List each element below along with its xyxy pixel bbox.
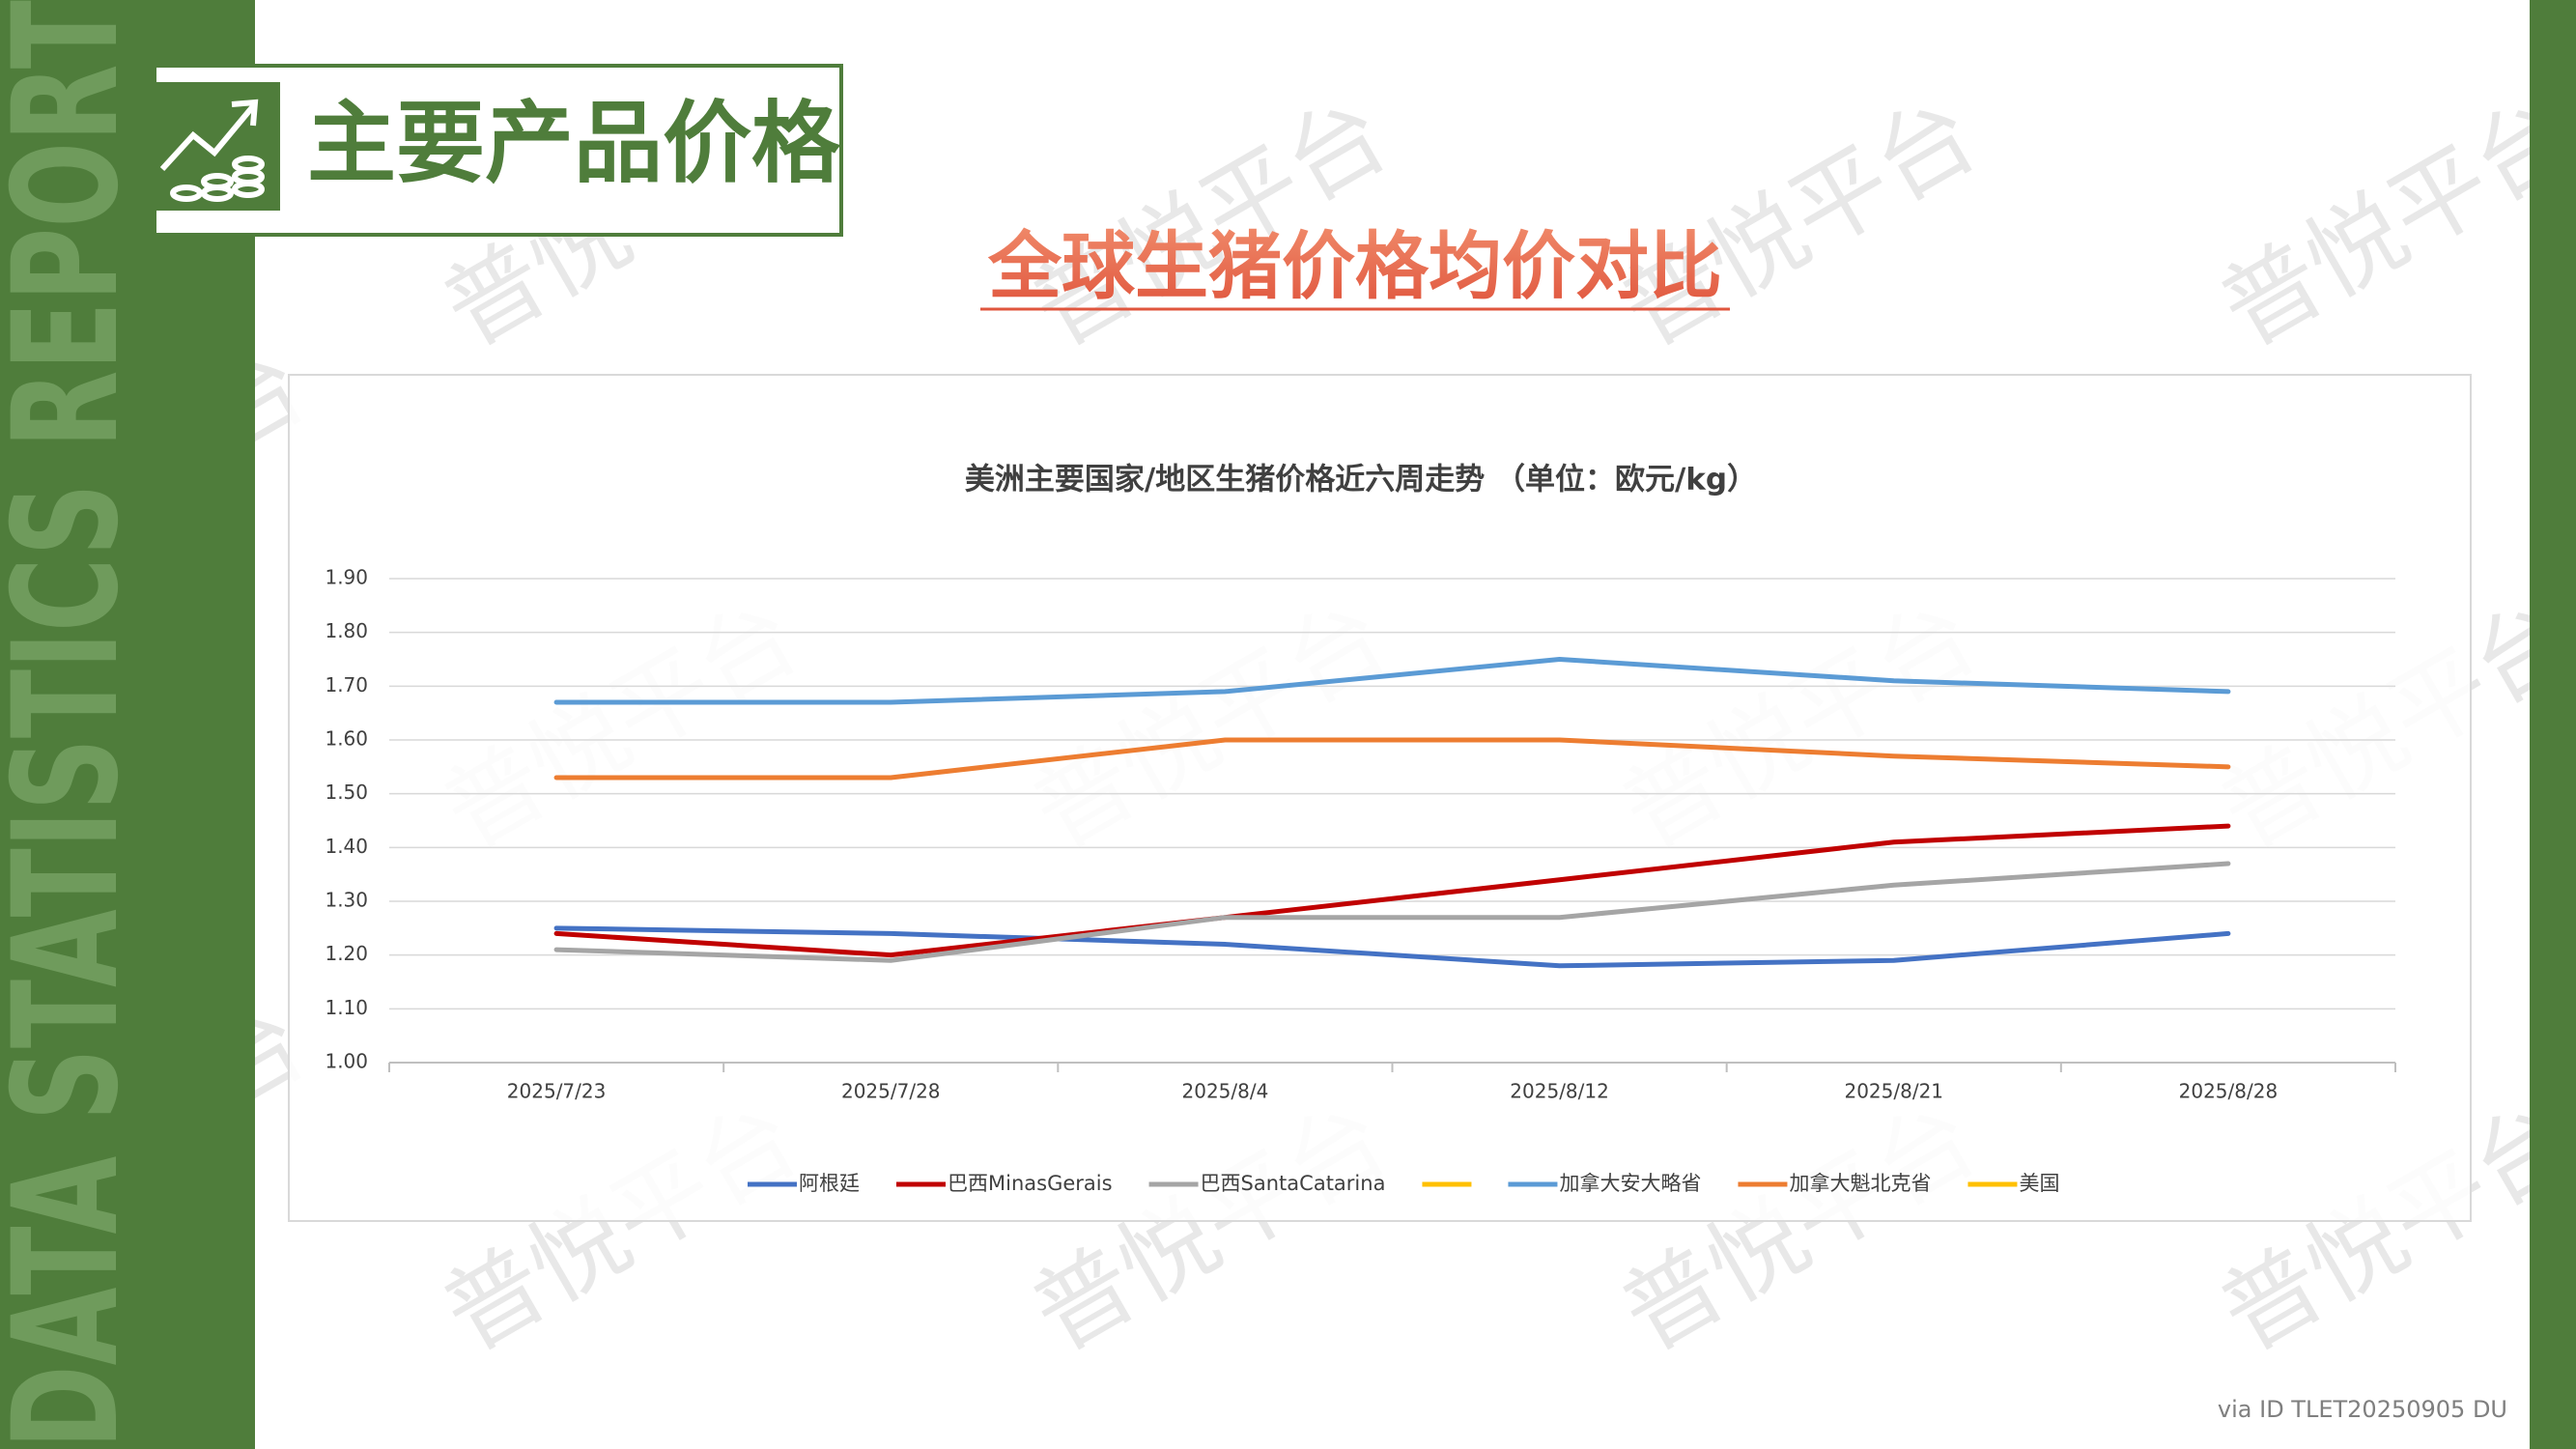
x-tick-label: 2025/8/4 — [1182, 1080, 1269, 1103]
x-tick-label: 2025/7/23 — [507, 1080, 607, 1103]
subtitle: 全球生猪价格均价对比 — [987, 223, 1722, 309]
y-tick-label: 1.10 — [325, 996, 368, 1019]
series-line — [553, 657, 2231, 705]
side-band — [0, 0, 255, 1449]
legend-label: 美国 — [2019, 1172, 2059, 1195]
y-tick-label: 1.50 — [325, 781, 368, 804]
legend-label: 加拿大魁北克省 — [1789, 1172, 1931, 1195]
y-tick-label: 1.70 — [325, 673, 368, 696]
y-tick-label: 1.40 — [325, 835, 368, 858]
plot: 1.00 1.10 1.20 1.30 1.40 1.50 1.60 1.70 1.80 1.90… — [325, 566, 2396, 1195]
chart-title: 美洲主要国家/地区生猪价格近六周走势 （单位：欧元/kg） — [965, 463, 1757, 497]
y-tick-label: 1.90 — [325, 566, 368, 589]
right-band — [2530, 0, 2576, 1449]
y-tick-label: 1.60 — [325, 727, 368, 751]
y-tick-label: 1.80 — [325, 619, 368, 642]
x-tick-label: 2025/7/28 — [841, 1080, 941, 1103]
series-line — [553, 737, 2231, 781]
side-banner: DATA STATISTICS REPORT — [0, 0, 151, 1449]
y-tick-label: 1.30 — [325, 889, 368, 912]
series-line — [553, 861, 2231, 963]
x-tick-label: 2025/8/28 — [2179, 1080, 2279, 1103]
series-line — [553, 823, 2231, 958]
y-tick-label: 1.20 — [325, 942, 368, 965]
legend-label: 加拿大安大略省 — [1559, 1172, 1701, 1195]
legend: 阿根廷 巴西MinasGerais 巴西SantaCatarina 加拿大安大略省 加拿… — [748, 1172, 2059, 1195]
icon-art — [159, 99, 265, 202]
x-tick-label: 2025/8/12 — [1510, 1080, 1609, 1103]
header-title: 主要产品价格 — [307, 92, 841, 195]
y-tick-label: 1.00 — [325, 1050, 368, 1073]
legend-label: 阿根廷 — [799, 1172, 860, 1195]
x-tick-label: 2025/8/21 — [1844, 1080, 1943, 1103]
chart-frame — [288, 374, 2472, 1222]
legend-label: 巴西MinasGerais — [948, 1172, 1113, 1195]
legend-label: 巴西SantaCatarina — [1201, 1172, 1386, 1195]
series-line — [553, 925, 2231, 969]
footer: via ID TLET20250905 DU — [2218, 1396, 2507, 1423]
